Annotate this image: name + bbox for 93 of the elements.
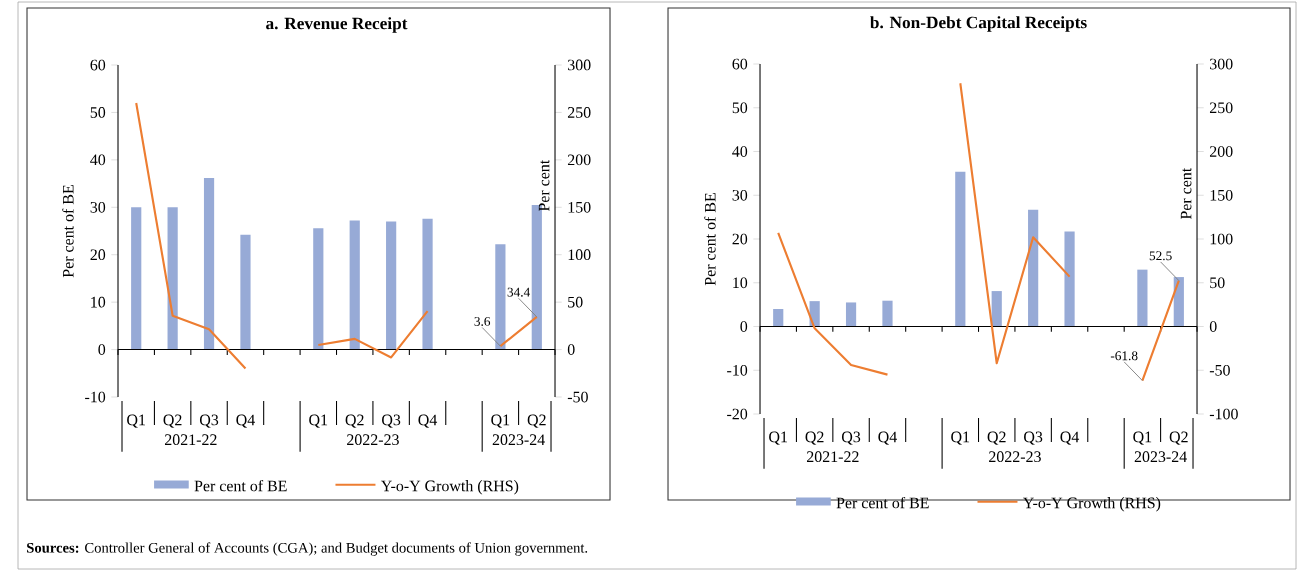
x-tick-label: Q4 — [1060, 431, 1080, 445]
x-tick-label: Q3 — [841, 431, 861, 445]
y2-axis-title: Per cent — [538, 159, 550, 212]
y-axis-title: Per cent of BE — [704, 193, 716, 286]
data-label: 34.4 — [507, 287, 531, 297]
data-label: -61.8 — [1110, 351, 1138, 361]
y2-tick-label: -50 — [567, 391, 588, 403]
y-tick-label: -20 — [727, 408, 748, 420]
y2-tick-label: -50 — [1209, 364, 1230, 376]
x-tick-label: Q2 — [527, 414, 546, 428]
bar — [349, 220, 360, 350]
x-tick-label: Q3 — [1024, 431, 1043, 445]
text: Sources: Controller General of Accounts (CGA); and Budget documents of Union government. — [27, 542, 588, 556]
y2-tick-label: 0 — [567, 344, 575, 355]
x-tick-label: Q4 — [418, 414, 438, 428]
y-tick-label: -10 — [727, 364, 748, 376]
x-tick-label: Q3 — [382, 414, 401, 428]
text: 2022-23 — [989, 451, 1041, 463]
text: 2023-24 — [1134, 451, 1187, 463]
bar — [422, 218, 433, 350]
data-label: 52.5 — [1149, 251, 1172, 261]
y2-tick-label: 100 — [568, 249, 591, 261]
x-tick-label: Q1 — [309, 414, 328, 428]
y-tick-label: 60 — [732, 58, 748, 70]
y2-tick-label: 150 — [1210, 189, 1233, 201]
bar — [240, 234, 251, 350]
bar — [1137, 269, 1148, 327]
x-tick-label: Q2 — [1169, 431, 1188, 445]
bar — [131, 207, 142, 350]
bar — [495, 244, 506, 350]
y-tick-label: 20 — [732, 233, 748, 245]
y-axis-title: Per cent of BE — [62, 185, 74, 278]
y-tick-label: 30 — [732, 189, 748, 201]
bar — [386, 221, 397, 350]
x-tick-label: Q4 — [236, 414, 255, 428]
y2-tick-label: 200 — [567, 154, 591, 166]
bar — [167, 207, 178, 350]
text: 2021-22 — [806, 451, 859, 463]
y2-tick-label: 250 — [1209, 102, 1233, 114]
bar — [955, 171, 966, 327]
x-tick-label: Q4 — [878, 431, 897, 445]
chart-title: b. Non-Debt Capital Receipts — [870, 16, 1087, 32]
y-tick-label: 60 — [90, 59, 106, 71]
data-label: 3.6 — [474, 316, 491, 326]
y2-tick-label: 100 — [1210, 233, 1233, 245]
y-tick-label: 30 — [90, 201, 106, 213]
y2-tick-label: 150 — [568, 201, 591, 213]
y2-tick-label: 50 — [568, 296, 583, 308]
x-tick-label: Q1 — [1133, 431, 1152, 445]
y-tick-label: 50 — [90, 107, 106, 118]
y-tick-label: 40 — [90, 154, 106, 166]
legend-label: Per cent of BE — [194, 479, 287, 492]
bar — [845, 302, 857, 327]
x-tick-label: Q1 — [769, 431, 788, 445]
text: 2022-23 — [347, 434, 399, 446]
y2-tick-label: 300 — [1210, 58, 1233, 70]
chart-title: a. Revenue Receipt — [266, 17, 408, 33]
legend-label: Y-o-Y Growth (RHS) — [380, 480, 519, 495]
legend-label: Per cent of BE — [836, 496, 929, 509]
y-tick-label: 50 — [732, 102, 748, 114]
y2-tick-label: 250 — [567, 107, 591, 118]
x-tick-label: Q2 — [987, 431, 1006, 445]
x-tick-label: Q2 — [805, 431, 824, 445]
y-tick-label: 0 — [98, 344, 106, 355]
y-tick-label: 40 — [732, 146, 748, 157]
x-tick-label: Q3 — [199, 414, 219, 428]
y2-tick-label: 0 — [1209, 321, 1217, 332]
y-tick-label: 0 — [740, 321, 748, 332]
bar — [1173, 277, 1184, 327]
y2-tick-label: 200 — [1209, 146, 1233, 157]
legend-label: Y-o-Y Growth (RHS) — [1023, 497, 1161, 512]
bar — [1028, 209, 1039, 327]
bar — [882, 300, 893, 327]
x-tick-label: Q1 — [127, 414, 146, 428]
x-tick-label: Q1 — [491, 414, 510, 428]
y-tick-label: 10 — [733, 277, 748, 289]
y2-tick-label: -100 — [1209, 408, 1238, 420]
bar — [203, 177, 215, 350]
y2-tick-label: 50 — [1210, 277, 1225, 289]
y-tick-label: 20 — [90, 249, 106, 261]
y2-axis-title: Per cent — [1180, 167, 1192, 220]
x-tick-label: Q1 — [951, 431, 970, 445]
bar — [1064, 231, 1075, 327]
y2-tick-label: 300 — [568, 59, 591, 71]
y-tick-label: 10 — [91, 296, 106, 308]
text: 2021-22 — [164, 434, 217, 446]
bar — [991, 291, 1002, 327]
bar — [313, 228, 324, 350]
text: 2023-24 — [492, 434, 545, 446]
x-tick-label: Q2 — [345, 414, 364, 428]
y-tick-label: -10 — [85, 391, 106, 403]
bar — [773, 309, 784, 327]
x-tick-label: Q2 — [163, 414, 182, 428]
